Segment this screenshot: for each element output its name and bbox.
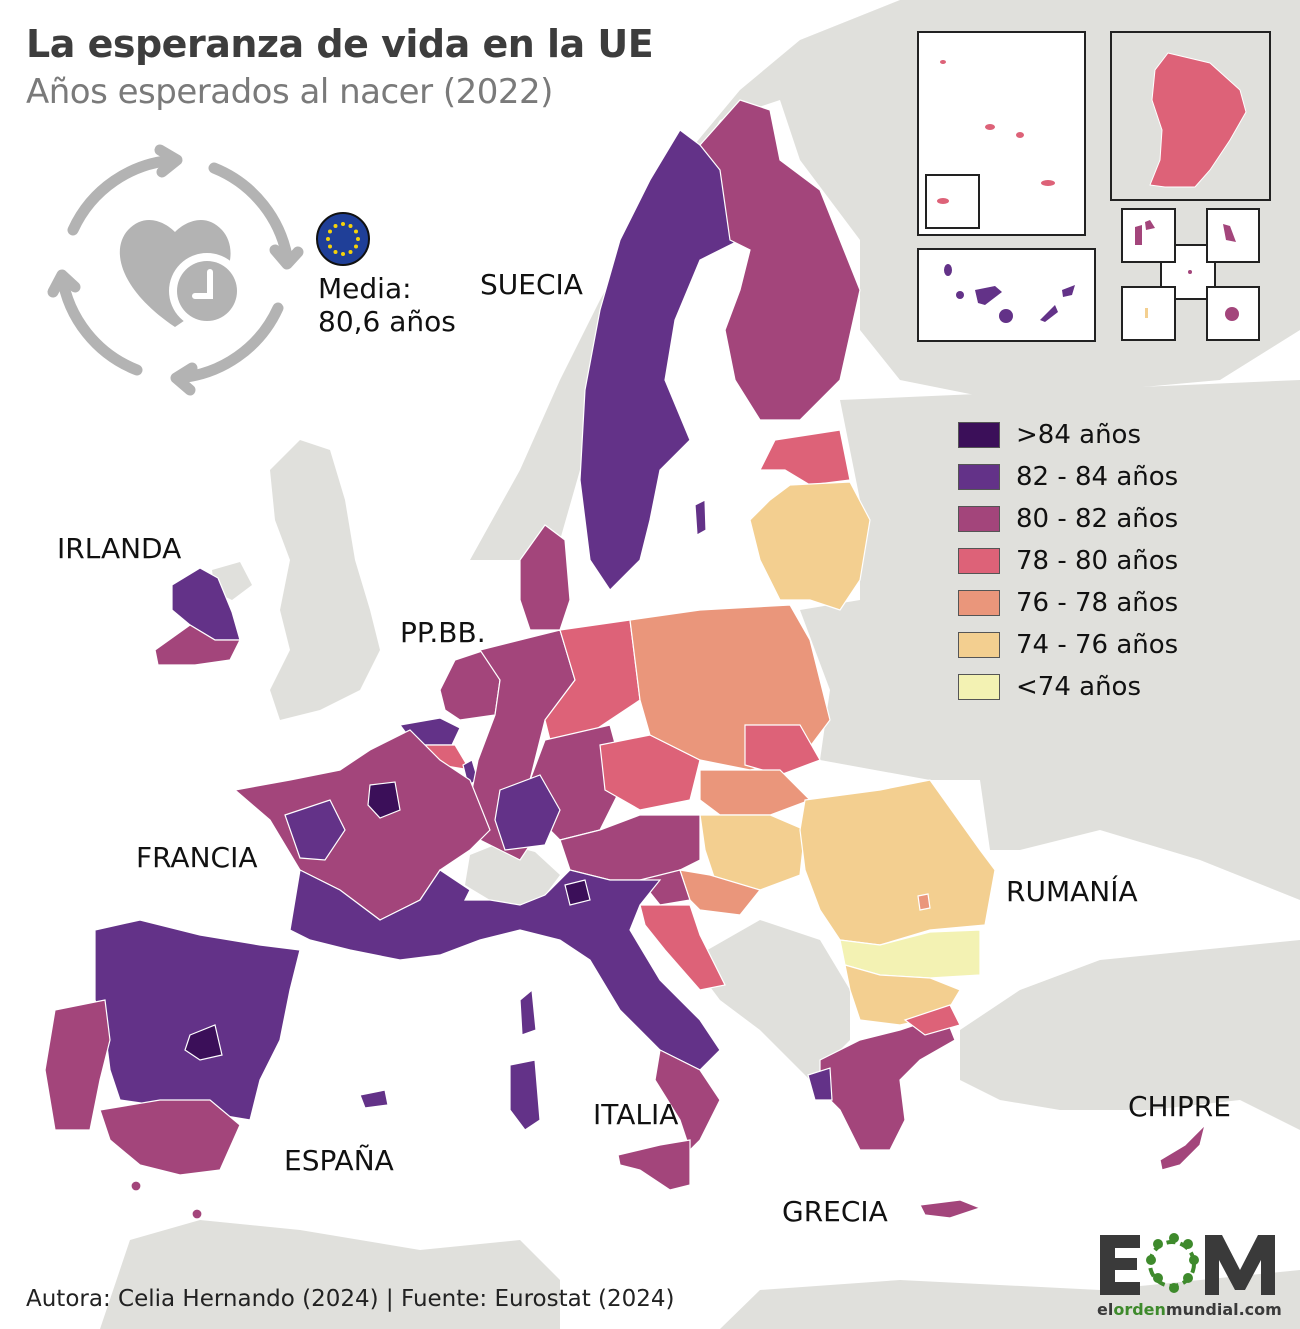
legend-item: 74 - 76 años: [958, 624, 1178, 666]
eu-regions: [44, 99, 1207, 1220]
page-subtitle: Años esperados al nacer (2022): [26, 72, 553, 112]
logo-domain: elordenmundial.com: [1097, 1300, 1282, 1319]
heart-icon: [119, 220, 245, 329]
label-francia: FRANCIA: [136, 841, 258, 874]
legend-item: >84 años: [958, 414, 1178, 456]
logo-domain-orden: orden: [1113, 1300, 1166, 1319]
legend-item: 76 - 78 años: [958, 582, 1178, 624]
label-espana: ESPAÑA: [284, 1144, 394, 1177]
legend-item: 80 - 82 años: [958, 498, 1178, 540]
label-chipre: CHIPRE: [1128, 1090, 1231, 1123]
legend-swatch: [958, 506, 1000, 532]
legend-item: <74 años: [958, 666, 1178, 708]
legend: >84 años 82 - 84 años 80 - 82 años 78 - …: [958, 414, 1178, 708]
legend-swatch: [958, 632, 1000, 658]
label-ppbb: PP.BB.: [400, 616, 486, 649]
eom-logo: [1100, 1233, 1275, 1295]
legend-label: 82 - 84 años: [1016, 462, 1179, 492]
label-suecia: SUECIA: [480, 268, 583, 301]
eu-average: Media: 80,6 años: [318, 272, 456, 338]
legend-swatch: [958, 590, 1000, 616]
eu-flag-icon: [316, 212, 370, 266]
logo-domain-el: el: [1097, 1300, 1114, 1319]
page-title: La esperanza de vida en la UE: [26, 22, 654, 66]
source-credit: Autora: Celia Hernando (2024) | Fuente: …: [26, 1286, 675, 1312]
legend-swatch: [958, 422, 1000, 448]
legend-label: >84 años: [1016, 420, 1141, 450]
label-irlanda: IRLANDA: [57, 532, 182, 565]
legend-label: 80 - 82 años: [1016, 504, 1179, 534]
legend-label: 78 - 80 años: [1016, 546, 1179, 576]
legend-item: 82 - 84 años: [958, 456, 1178, 498]
label-grecia: GRECIA: [782, 1195, 888, 1228]
label-rumania: RUMANÍA: [1006, 875, 1138, 908]
legend-swatch: [958, 674, 1000, 700]
legend-label: 76 - 78 años: [1016, 588, 1179, 618]
eu-average-label: Media:: [318, 272, 412, 305]
heart-clock-cycle-icon: [47, 144, 304, 396]
non-eu-land: [100, 0, 1300, 1329]
label-italia: ITALIA: [593, 1098, 679, 1131]
legend-swatch: [958, 548, 1000, 574]
logo-domain-mundial: mundial.com: [1165, 1300, 1282, 1319]
eu-average-value: 80,6 años: [318, 305, 456, 338]
legend-swatch: [958, 464, 1000, 490]
legend-label: <74 años: [1016, 672, 1141, 702]
legend-item: 78 - 80 años: [958, 540, 1178, 582]
legend-label: 74 - 76 años: [1016, 630, 1179, 660]
overseas-insets: [917, 31, 1271, 342]
